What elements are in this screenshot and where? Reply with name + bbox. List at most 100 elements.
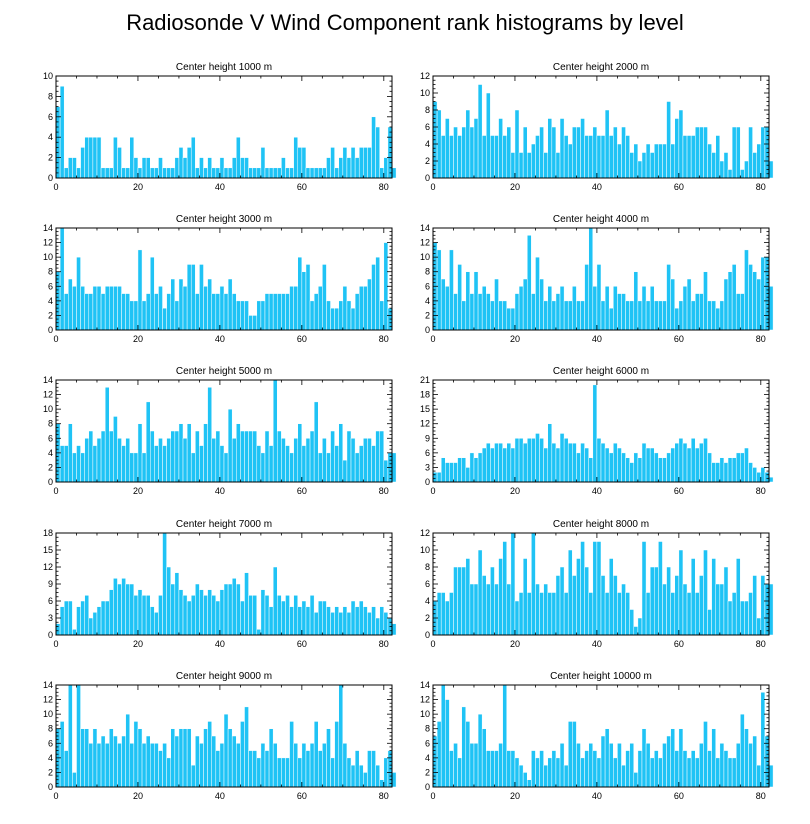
histogram-bar bbox=[490, 300, 495, 331]
histogram-bar bbox=[96, 286, 102, 331]
histogram-bar bbox=[567, 143, 573, 179]
histogram-bar bbox=[670, 278, 676, 331]
histogram-bar bbox=[371, 445, 376, 483]
panel-9: Center height 9000 m 0 2 4 6 8 10 12 14 0 20 40 60 80 bbox=[43, 671, 397, 801]
histogram-bar bbox=[735, 293, 741, 331]
histogram-bar bbox=[756, 143, 762, 179]
histogram-bar bbox=[68, 600, 73, 636]
histogram-bar bbox=[248, 750, 253, 788]
histogram-bar bbox=[338, 157, 344, 179]
histogram-bar bbox=[272, 566, 278, 636]
histogram-bar bbox=[301, 743, 307, 788]
histogram-bar bbox=[137, 249, 143, 331]
histogram-bar bbox=[506, 442, 512, 483]
histogram-bar bbox=[543, 447, 548, 483]
histogram-bar bbox=[580, 757, 585, 788]
histogram-bar bbox=[211, 438, 217, 483]
histogram-bar bbox=[330, 430, 335, 483]
histogram-bar bbox=[264, 750, 270, 788]
histogram-bar bbox=[252, 430, 258, 483]
histogram-bar bbox=[699, 293, 704, 331]
histogram-bar bbox=[486, 92, 491, 179]
histogram-bar bbox=[694, 293, 700, 331]
y-tick-label: 0 bbox=[48, 477, 53, 487]
figure-title: Radiosonde V Wind Component rank histogr… bbox=[126, 10, 684, 35]
histogram-bar bbox=[752, 467, 757, 483]
y-tick-label: 8 bbox=[48, 419, 53, 429]
histogram-bar bbox=[59, 606, 65, 636]
y-tick-label: 8 bbox=[425, 562, 430, 572]
histogram-bar bbox=[379, 430, 385, 483]
histogram-bar bbox=[711, 558, 716, 636]
histogram-bar bbox=[80, 147, 85, 179]
histogram-bar bbox=[686, 592, 692, 636]
histogram-bar bbox=[547, 286, 553, 331]
histogram-bar bbox=[629, 743, 635, 788]
histogram-bar bbox=[211, 167, 217, 179]
histogram-bar bbox=[297, 606, 303, 636]
histogram-bar bbox=[256, 300, 262, 331]
histogram-bar bbox=[236, 583, 241, 636]
panel-title: Center height 5000 m bbox=[176, 366, 272, 377]
x-tick-label: 80 bbox=[379, 486, 389, 496]
histogram-bar bbox=[113, 578, 118, 636]
histogram-bar bbox=[141, 595, 147, 636]
histogram-bar bbox=[350, 307, 356, 331]
histogram-bar bbox=[600, 135, 606, 179]
histogram-bar bbox=[297, 757, 303, 788]
histogram-bar bbox=[735, 558, 741, 636]
histogram-bar bbox=[248, 167, 253, 179]
histogram-bar bbox=[674, 442, 680, 483]
histogram-bar bbox=[453, 126, 458, 179]
histogram-bar bbox=[711, 152, 716, 179]
histogram-bar bbox=[281, 757, 286, 788]
histogram-bar bbox=[649, 757, 655, 788]
histogram-bar bbox=[256, 629, 262, 636]
histogram-bar bbox=[190, 264, 196, 331]
histogram-bar bbox=[80, 728, 85, 788]
histogram-bar bbox=[735, 743, 741, 788]
histogram-bar bbox=[723, 566, 729, 636]
histogram-bar bbox=[72, 286, 77, 331]
histogram-bar bbox=[703, 438, 708, 483]
histogram-bar bbox=[182, 595, 188, 636]
histogram-bar bbox=[764, 472, 770, 483]
histogram-bar bbox=[309, 300, 315, 331]
histogram-bar bbox=[281, 438, 286, 483]
histogram-bar bbox=[293, 595, 299, 636]
histogram-bar bbox=[88, 136, 94, 179]
histogram-bar bbox=[740, 169, 745, 179]
histogram-bar bbox=[104, 286, 110, 331]
y-tick-label: 4 bbox=[48, 132, 53, 142]
histogram-bar bbox=[207, 157, 212, 179]
histogram-bar bbox=[490, 447, 495, 483]
histogram-bar bbox=[326, 728, 331, 788]
panel-title: Center height 3000 m bbox=[176, 214, 272, 225]
histogram-bar bbox=[256, 167, 262, 179]
histogram-bar bbox=[72, 629, 77, 636]
histogram-bar bbox=[301, 147, 307, 179]
histogram-bar bbox=[301, 445, 307, 483]
histogram-bar bbox=[379, 300, 385, 331]
histogram-bar bbox=[350, 764, 356, 788]
histogram-bar bbox=[109, 728, 114, 788]
histogram-bar bbox=[723, 278, 729, 331]
y-tick-label: 3 bbox=[425, 462, 430, 472]
histogram-bar bbox=[666, 452, 671, 483]
histogram-bar bbox=[379, 167, 385, 179]
histogram-bar bbox=[469, 293, 475, 331]
histogram-bar bbox=[186, 264, 192, 331]
histogram-bar bbox=[113, 735, 118, 788]
histogram-bar bbox=[453, 293, 458, 331]
histogram-bar bbox=[461, 706, 467, 788]
histogram-bar bbox=[149, 167, 155, 179]
histogram-bar bbox=[662, 457, 667, 483]
y-tick-label: 12 bbox=[420, 71, 430, 81]
y-tick-label: 14 bbox=[43, 680, 53, 690]
histogram-bar bbox=[137, 589, 143, 636]
histogram-bar bbox=[711, 728, 716, 788]
histogram-bar bbox=[539, 126, 544, 179]
x-tick-label: 0 bbox=[430, 334, 435, 344]
histogram-bar bbox=[186, 728, 192, 788]
histogram-bar bbox=[440, 278, 446, 331]
